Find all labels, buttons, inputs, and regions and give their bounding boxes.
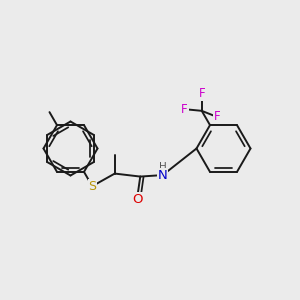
Text: F: F [181, 103, 188, 116]
Text: F: F [213, 110, 220, 123]
Text: N: N [158, 169, 168, 182]
Text: H: H [159, 162, 166, 172]
Text: F: F [198, 87, 205, 100]
Text: S: S [88, 180, 96, 193]
Text: O: O [132, 193, 142, 206]
